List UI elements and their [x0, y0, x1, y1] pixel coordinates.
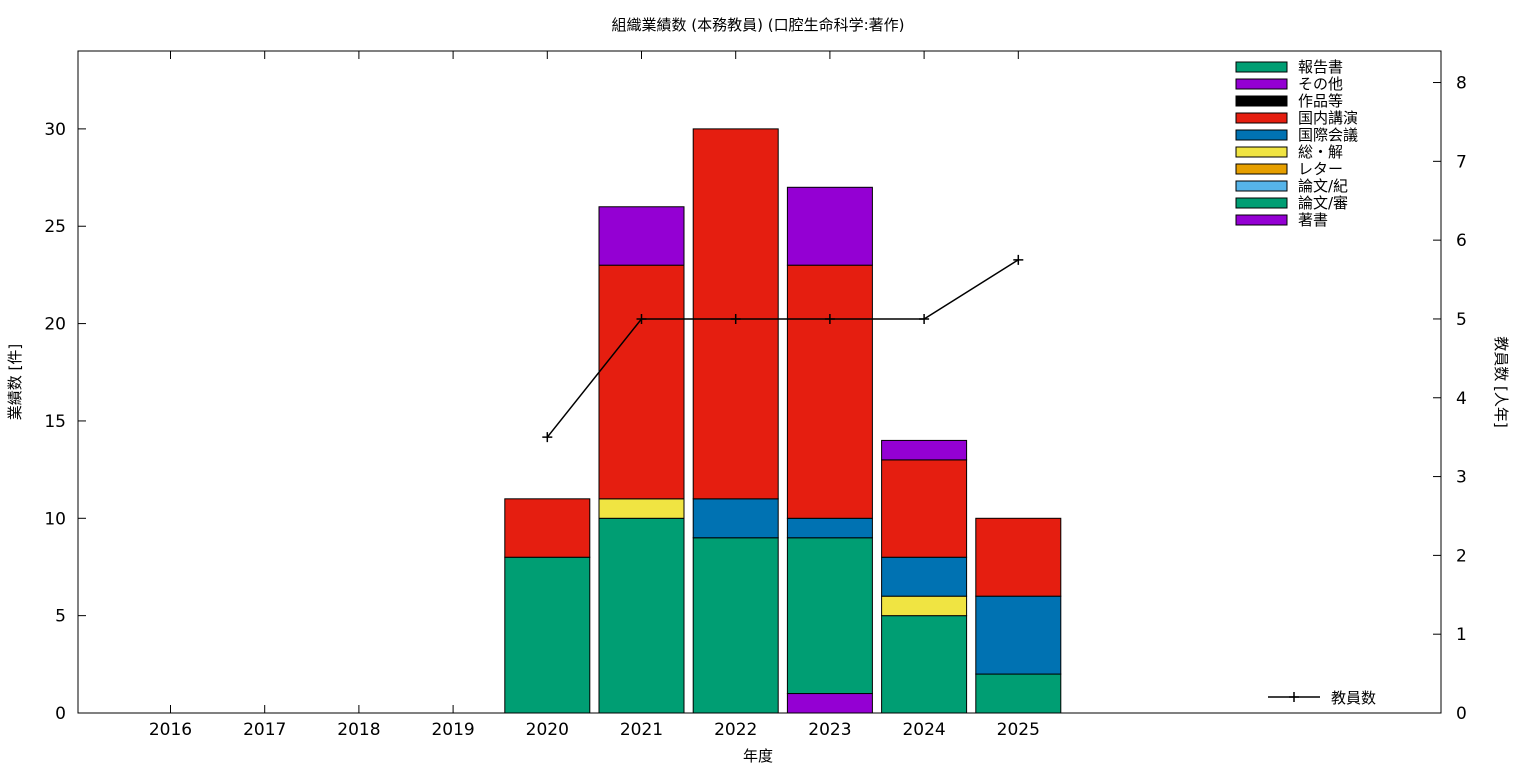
- staff-point: [919, 313, 930, 324]
- y-tick-label: 20: [44, 315, 66, 335]
- y2-tick-label: 4: [1456, 389, 1467, 409]
- staff-point: [1013, 254, 1024, 265]
- staff-point: [824, 313, 835, 324]
- y2-tick-label: 6: [1456, 231, 1467, 251]
- legend-label: 報告書: [1298, 58, 1343, 76]
- x-tick-label: 2021: [620, 720, 663, 740]
- y-tick-label: 25: [44, 217, 66, 237]
- y2-tick-label: 0: [1456, 704, 1467, 724]
- legend-swatch: [1235, 61, 1288, 73]
- bar-segment: [786, 186, 873, 266]
- legend-swatch: [1235, 197, 1288, 209]
- y-axis-label: 業績数 [件]: [6, 344, 24, 420]
- bar-segment: [881, 459, 968, 558]
- bars-layer: [504, 128, 1062, 714]
- legend-swatch: [1235, 78, 1288, 90]
- bar-segment: [598, 498, 685, 519]
- bar-segment: [881, 439, 968, 461]
- staff-line: [546, 259, 1019, 438]
- x-tick-label: 2016: [149, 720, 192, 740]
- bar-segment: [786, 517, 873, 539]
- legend-label: 論文/紀: [1298, 177, 1348, 195]
- bar-segment: [786, 537, 873, 695]
- staff-point: [542, 432, 553, 443]
- y-tick-label: 0: [55, 704, 66, 724]
- legend-label: 総・解: [1298, 143, 1343, 161]
- legend-label: レター: [1298, 160, 1343, 178]
- line-layer: [542, 254, 1024, 443]
- bar-segment: [504, 498, 591, 558]
- legend-label: 論文/審: [1298, 194, 1348, 212]
- y2-tick-label: 1: [1456, 625, 1467, 645]
- staff-point: [730, 313, 741, 324]
- legend-label: 作品等: [1298, 92, 1343, 110]
- staff-point: [636, 313, 647, 324]
- legend-swatch: [1235, 180, 1288, 192]
- y-tick-label: 30: [44, 120, 66, 140]
- y2-tick-label: 7: [1456, 152, 1467, 172]
- legend-swatch: [1235, 146, 1288, 158]
- legend-label: 国際会議: [1298, 126, 1358, 144]
- bar-segment: [786, 693, 873, 714]
- bar-segment: [881, 556, 968, 597]
- bar-segment: [598, 264, 685, 500]
- y2-tick-label: 3: [1456, 468, 1467, 488]
- y-tick-label: 15: [44, 412, 66, 432]
- bar-segment: [692, 537, 779, 714]
- x-tick-label: 2025: [997, 720, 1040, 740]
- bar-segment: [975, 595, 1062, 675]
- y2-axis-label: 教員数 [人年]: [1492, 336, 1510, 427]
- bar-segment: [881, 615, 968, 714]
- x-tick-label: 2020: [526, 720, 569, 740]
- legend-label: 著書: [1298, 211, 1328, 229]
- legend-label: 国内講演: [1298, 109, 1358, 127]
- x-tick-label: 2024: [902, 720, 945, 740]
- x-tick-label: 2018: [337, 720, 380, 740]
- y-tick-label: 10: [44, 509, 66, 529]
- bar-segment: [504, 556, 591, 714]
- legend-swatch: [1235, 129, 1288, 141]
- bar-segment: [598, 517, 685, 714]
- y2-tick-label: 5: [1456, 310, 1467, 330]
- legend-swatch: [1235, 214, 1288, 226]
- x-tick-label: 2017: [243, 720, 286, 740]
- y-tick-label: 5: [55, 607, 66, 627]
- bar-segment: [975, 517, 1062, 597]
- chart-title: 組織業績数 (本務教員) (口腔生命科学:著作): [612, 16, 905, 34]
- x-tick-label: 2023: [808, 720, 851, 740]
- bar-segment: [692, 498, 779, 539]
- bar-segment: [881, 595, 968, 617]
- legend-swatch: [1235, 95, 1288, 107]
- bar-segment: [975, 673, 1062, 714]
- plot-frame: [77, 50, 1442, 714]
- x-tick-label: 2022: [714, 720, 757, 740]
- legend-swatch: [1235, 112, 1288, 124]
- x-axis-label: 年度: [743, 747, 773, 765]
- bar-segment: [786, 264, 873, 519]
- y2-tick-label: 8: [1456, 74, 1467, 94]
- y2-tick-label: 2: [1456, 546, 1467, 566]
- legend-swatch: [1235, 163, 1288, 175]
- legend-label: その他: [1298, 75, 1343, 93]
- bar-segment: [598, 206, 685, 266]
- x-tick-label: 2019: [431, 720, 474, 740]
- legend-line-marker: [1289, 692, 1299, 702]
- bar-segment: [692, 128, 779, 500]
- legend-line-label: 教員数: [1331, 689, 1376, 707]
